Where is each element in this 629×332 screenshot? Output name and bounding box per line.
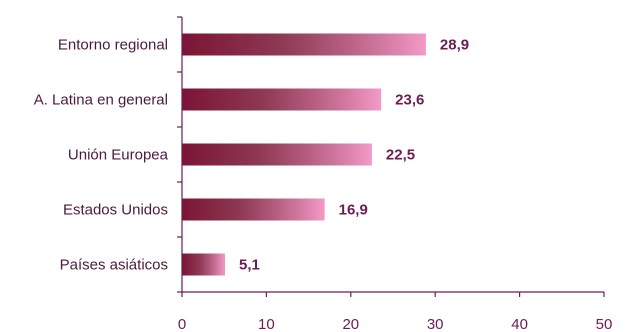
- bar-entorno-regional: [182, 33, 426, 56]
- value-label-a-latina-en-general: 23,6: [395, 92, 424, 109]
- bar-paises-asiaticos: [182, 253, 226, 276]
- category-label-a-latina-en-general: A. Latina en general: [34, 92, 168, 109]
- x-tick-label: 50: [596, 316, 613, 332]
- value-label-estados-unidos: 16,9: [339, 202, 368, 219]
- value-label-paises-asiaticos: 5,1: [239, 257, 260, 274]
- x-tick-label: 10: [258, 316, 275, 332]
- category-label-estados-unidos: Estados Unidos: [63, 202, 168, 219]
- value-label-union-europea: 22,5: [386, 147, 415, 164]
- category-label-union-europea: Unión Europea: [68, 147, 169, 164]
- value-label-entorno-regional: 28,9: [440, 37, 469, 54]
- bar-a-latina-en-general: [182, 88, 382, 111]
- category-labels-group: Entorno regional A. Latina en general Unió…: [34, 37, 169, 274]
- bar-union-europea: [182, 143, 372, 166]
- bar-estados-unidos: [182, 198, 325, 221]
- x-tick-label: 0: [178, 316, 186, 332]
- axes-group: [177, 16, 604, 293]
- x-tick-label: 30: [427, 316, 444, 332]
- value-labels-group: 28,9 23,6 22,5 16,9 5,1: [239, 37, 469, 274]
- x-ticks-group: 0 10 20 30 40 50: [178, 292, 613, 332]
- bars-group: [182, 33, 426, 276]
- x-tick-label: 40: [511, 316, 528, 332]
- x-tick-label: 20: [342, 316, 359, 332]
- category-label-paises-asiaticos: Países asiáticos: [60, 257, 168, 274]
- category-label-entorno-regional: Entorno regional: [58, 37, 168, 54]
